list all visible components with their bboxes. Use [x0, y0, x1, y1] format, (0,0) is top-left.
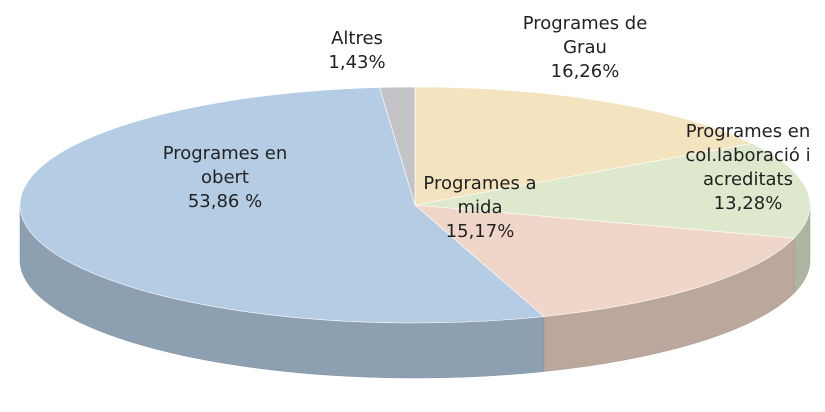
value-label: 13,28%: [713, 193, 783, 214]
slice-label: Altres 1,43%: [312, 27, 402, 75]
value-label: 15,17%: [445, 221, 515, 242]
slice: [379, 86, 416, 206]
slice: [414, 86, 753, 206]
slice-label: Programes en col.laboració i acreditats 1…: [671, 120, 825, 216]
category-label: Altres: [331, 28, 383, 49]
category-label: Programes de Grau: [522, 13, 648, 58]
slice: [414, 204, 795, 317]
slice: [414, 143, 811, 239]
value-label: 53,86 %: [187, 191, 263, 212]
value-label: 16,26%: [550, 61, 620, 82]
category-label: Programes en col.laboració i acreditats: [685, 121, 811, 190]
category-label: Programes a mida: [423, 173, 537, 218]
slice: [19, 87, 545, 324]
category-label: Programes en obert: [162, 143, 288, 188]
slice-label: Programes en obert 53,86 %: [150, 142, 300, 214]
value-label: 1,43%: [328, 52, 386, 73]
slice-label: Programes a mida 15,17%: [418, 172, 543, 244]
slice-label: Programes de Grau 16,26%: [510, 12, 660, 84]
